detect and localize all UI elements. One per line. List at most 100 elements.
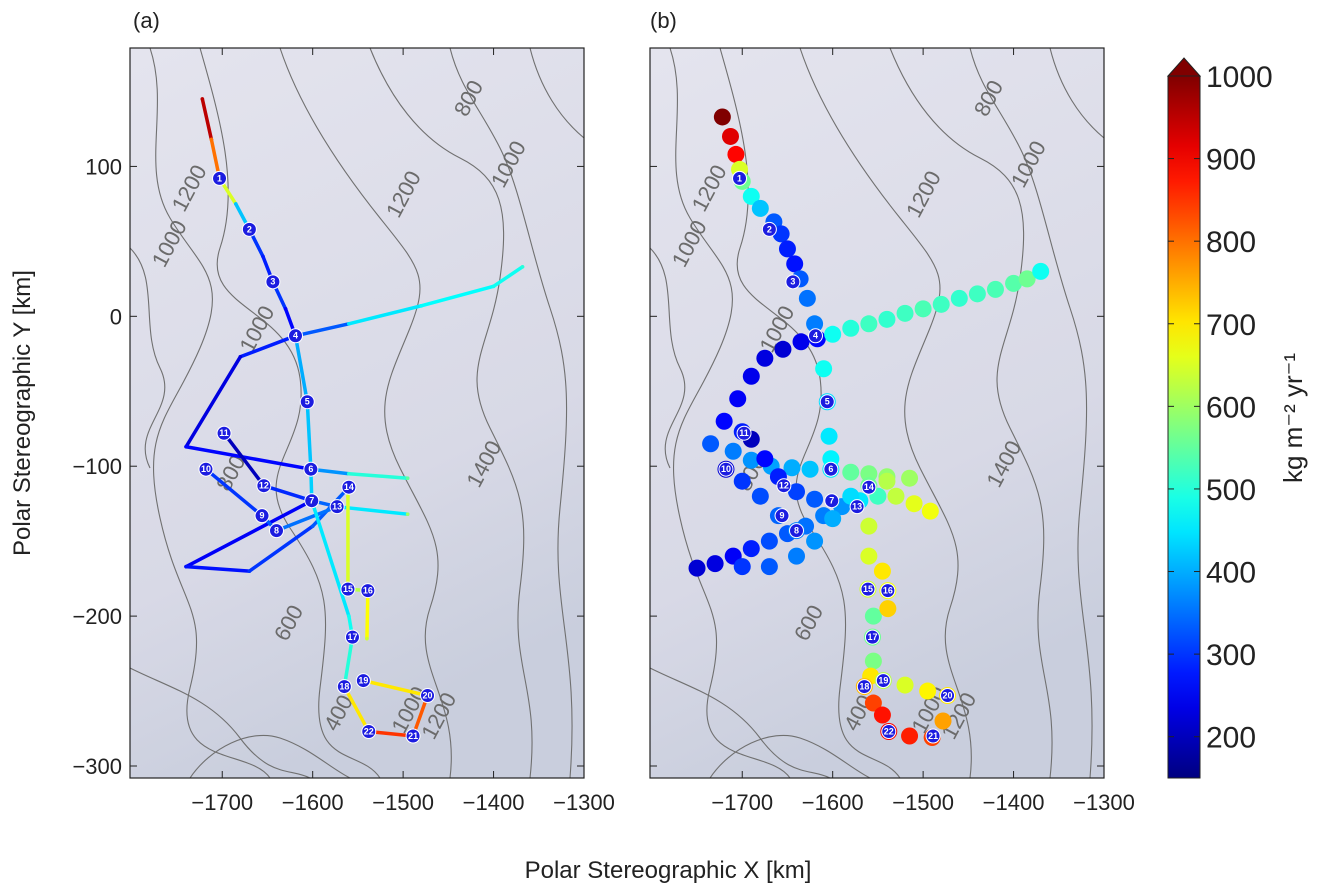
waypoint: [808, 328, 824, 344]
track-vertex: [405, 512, 410, 516]
waypoint-label: 2: [247, 224, 252, 234]
waypoint: [299, 394, 315, 410]
waypoint: [361, 724, 377, 740]
point: [783, 459, 801, 477]
x-tick-label: −1600: [282, 790, 344, 815]
track-segment: [247, 524, 315, 573]
x-tick-label: −1700: [191, 790, 253, 815]
waypoint: [360, 583, 376, 599]
point: [950, 289, 968, 307]
track-segment: [361, 678, 430, 698]
track-vertex: [347, 614, 351, 618]
waypoint: [241, 221, 257, 237]
x-tick-label: −1500: [892, 790, 954, 815]
waypoint-label: 7: [309, 496, 314, 506]
point: [860, 315, 878, 333]
point: [760, 532, 778, 550]
point: [860, 465, 878, 483]
point: [788, 547, 806, 565]
x-tick-label: −1400: [983, 790, 1045, 815]
waypoint: [856, 679, 872, 695]
point: [879, 600, 897, 618]
track-segment: [184, 444, 313, 471]
track-segment: [293, 334, 310, 404]
point: [806, 532, 824, 550]
waypoint: [265, 274, 281, 290]
point: [751, 487, 769, 505]
waypoint: [881, 724, 897, 740]
waypoint: [940, 688, 956, 704]
point: [864, 607, 882, 625]
colorbar-tick-label: 600: [1206, 391, 1256, 424]
waypoint: [875, 673, 891, 689]
waypoint-label: 17: [347, 632, 357, 642]
waypoint-label: 16: [363, 586, 373, 596]
point: [878, 310, 896, 328]
track-segment: [491, 265, 525, 289]
waypoint: [329, 499, 345, 515]
point: [778, 240, 796, 258]
point: [798, 289, 816, 307]
track-segment: [200, 97, 214, 142]
waypoint: [774, 508, 790, 524]
point: [820, 427, 838, 445]
waypoint-label: 2: [767, 224, 772, 234]
point: [786, 255, 804, 273]
waypoint-label: 9: [260, 511, 265, 521]
track-segment: [184, 355, 243, 449]
waypoint: [336, 679, 352, 695]
point: [896, 676, 914, 694]
waypoint-label: 14: [864, 482, 874, 492]
point: [934, 712, 952, 730]
waypoint: [849, 499, 865, 515]
waypoint-label: 21: [928, 731, 938, 741]
waypoint: [269, 523, 285, 539]
x-tick-label: −1300: [1073, 790, 1135, 815]
waypoint-label: 5: [305, 397, 310, 407]
point: [815, 360, 833, 378]
track-segment: [274, 504, 339, 533]
point: [742, 451, 760, 469]
waypoint: [254, 508, 270, 524]
waypoint-label: 8: [794, 526, 799, 536]
point: [1018, 270, 1036, 288]
point: [772, 225, 790, 243]
track-vertex: [261, 254, 265, 259]
waypoint: [355, 673, 371, 689]
x-axis-label: Polar Stereographic X [km]: [525, 857, 812, 884]
waypoint: [344, 629, 360, 645]
waypoint: [925, 728, 941, 744]
waypoint-label: 15: [343, 584, 353, 594]
point: [864, 652, 882, 670]
point: [792, 333, 810, 351]
waypoint: [880, 583, 896, 599]
track-segment: [347, 304, 423, 326]
point: [733, 472, 751, 490]
point: [721, 127, 739, 145]
waypoint-label: 10: [721, 464, 731, 474]
plot-frame: [129, 47, 585, 779]
waypoint: [340, 581, 356, 597]
point: [806, 315, 824, 333]
track-segment: [184, 498, 314, 569]
point: [724, 442, 742, 460]
point: [901, 727, 919, 745]
point: [713, 108, 731, 126]
waypoint: [405, 728, 421, 744]
panel-label: (b): [650, 8, 677, 33]
waypoint-label: 9: [780, 511, 785, 521]
point: [806, 490, 824, 508]
colorbar-extend: [1166, 57, 1202, 77]
track-segment: [204, 467, 264, 518]
waypoint: [732, 170, 748, 186]
waypoint: [198, 461, 214, 477]
track-segment: [222, 431, 266, 488]
colorbar-tick-label: 500: [1206, 474, 1256, 507]
point: [788, 483, 806, 501]
point: [860, 517, 878, 535]
point: [706, 555, 724, 573]
colorbar-tick-label: 300: [1206, 639, 1256, 672]
waypoint-label: 12: [259, 481, 269, 491]
track-segment: [238, 334, 298, 359]
